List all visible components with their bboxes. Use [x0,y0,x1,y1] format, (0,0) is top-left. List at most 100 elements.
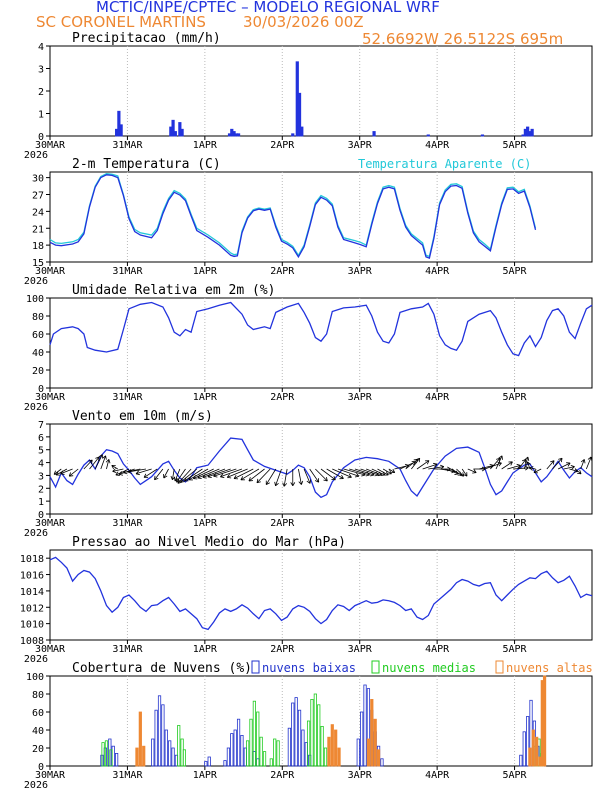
wind-vector [512,467,529,470]
wind-vector [180,468,198,483]
wind-vector [349,468,370,476]
y-tick-label: 1018 [20,554,44,565]
x-tick-label: 30MAR [35,770,66,781]
x-tick-label: 2APR [270,392,295,403]
wind-vector [197,468,220,479]
wind-vector-head [180,478,185,483]
plot-frame [49,45,593,137]
wind-vector [585,456,592,470]
y-tick-label: 2 [38,484,44,495]
plot-frame [49,171,593,263]
bar-nuvens-medias [313,693,317,767]
bar-nuvens-baixas [151,738,155,767]
bar-nuvens-baixas [297,709,302,767]
y-tick-label: 100 [26,672,44,683]
x-tick-label: 4APR [425,770,450,781]
wind-vector [478,465,494,470]
wind-vector-head [154,475,159,481]
bar-precip [291,133,295,137]
page-title: MCTIC/INPE/CPTEC – MODELO REGIONAL WRF [96,0,440,16]
wind-vector [202,468,226,478]
bar-nuvens-baixas [154,709,158,767]
x-tick-label: 30MAR [35,392,66,403]
wind-vector-head [516,463,521,469]
chart-title: 2-m Temperatura (C) [72,157,221,172]
y-tick-label: 20 [32,744,44,755]
bar-precip [426,134,430,137]
y-tick-label: 18 [32,241,44,252]
x-tick-label: 5APR [503,518,528,529]
wind-vector [154,468,164,481]
wind-vector [366,468,382,476]
wind-vector-head [95,456,100,462]
x-tick-label: 1APR [193,392,218,403]
wind-vector [283,468,288,487]
y-tick-label: 24 [32,207,44,218]
wind-vector-head [570,464,575,470]
wind-vector [337,468,360,477]
chart-title: Pressao ao Nivel Medio do Mar (hPa) [72,535,346,550]
legend-apparent-temperature: Temperatura Aparente (C) [358,157,531,171]
wind-vector-head [105,459,111,464]
plot-frame [49,297,593,389]
y-tick-label: 15 [32,258,44,269]
wind-vector-head [240,476,245,481]
x-tick-label: 31MAR [112,392,143,403]
wind-vector [552,457,563,470]
wind-vector [233,468,254,479]
chart-title: Precipitacao (mm/h) [72,31,221,46]
bar-nuvens-baixas [522,731,526,767]
wind-vector-head [102,455,107,460]
wind-vector-head [112,468,117,474]
wind-vector [123,468,141,473]
wind-vector-head [127,469,132,474]
bar-nuvens-altas [376,749,381,767]
bar-nuvens-altas [142,745,146,767]
x-tick-label: 4APR [425,392,450,403]
bar-nuvens-baixas [360,711,364,767]
wind-vector [220,468,243,478]
bar-nuvens-altas [327,736,331,767]
wind-vector-head [529,466,534,471]
panel-wind: 0 1 2 34 5 6 7 30MAR 31MAR 1APR 2APR 3APR 4APR 5APR 20… [24,409,593,539]
station-coordinates: 52.6692W 26.5122S 695m [362,30,563,48]
x-tick-label: 2APR [270,644,295,655]
wind-vector [467,468,477,473]
x-year-label: 2026 [24,402,48,413]
wind-vector [240,468,260,481]
wind-vector [115,468,130,476]
wind-vector-head [143,473,149,478]
wind-vector-head [459,472,465,477]
x-tick-label: 1APR [193,266,218,277]
wind-vector-head [463,472,468,477]
wind-vector [377,468,389,476]
wind-vector [527,461,531,470]
bar-nuvens-baixas [230,733,234,767]
x-tick-label: 4APR [425,644,450,655]
wind-vector [176,468,186,483]
bar-nuvens-medias [259,736,263,767]
wind-vector [450,468,462,476]
wind-vector-head [265,480,270,485]
wind-vector [354,468,375,476]
wind-vector [143,468,158,478]
wind-vector-head [433,462,438,468]
x-tick-label: 3APR [348,644,373,655]
bar-nuvens-baixas [363,684,367,767]
legend-nuvens-altas: nuvens altas [506,661,593,675]
wind-vector [188,468,209,481]
x-tick-label: 31MAR [112,770,143,781]
bar-nuvens-medias [323,747,328,767]
wind-vector [112,468,124,472]
wind-vector [309,468,320,483]
bar-nuvens-baixas [164,729,168,767]
bar-precip [180,128,184,137]
wind-vector [163,468,169,479]
wind-vector-head [290,482,296,487]
x-year-label: 2026 [24,780,48,791]
bar-precip [300,126,304,137]
bar-nuvens-medias [252,700,256,767]
y-tick-label: 1014 [20,587,44,598]
wind-vector [563,466,575,470]
